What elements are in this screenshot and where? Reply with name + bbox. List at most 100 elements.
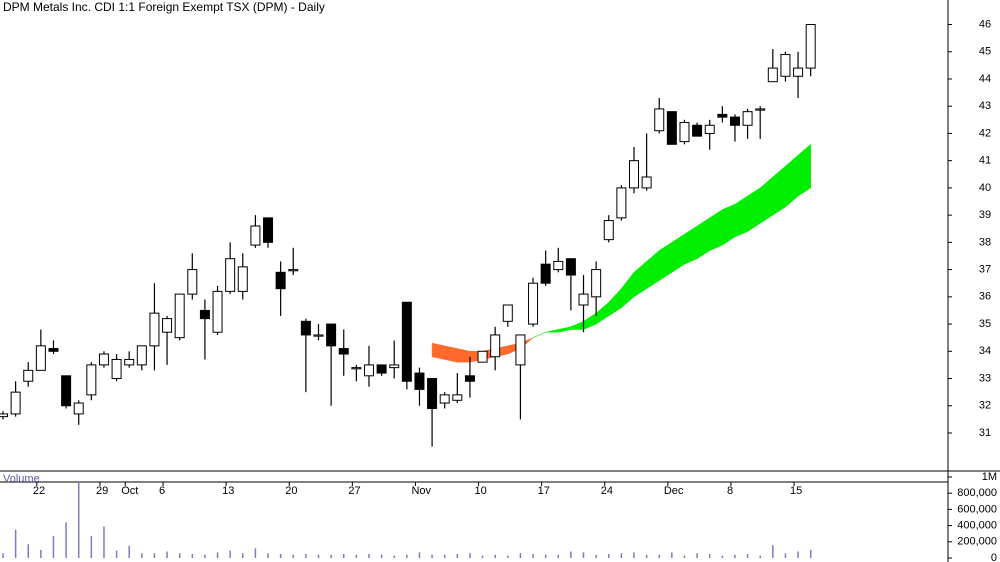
- candle-body: [237, 266, 248, 292]
- volume-label: Volume: [3, 473, 40, 485]
- candle-body: [111, 358, 122, 380]
- candle-body: [212, 290, 223, 333]
- candle-body: [313, 334, 324, 337]
- candle-body: [401, 301, 412, 382]
- candle-body: [452, 394, 463, 401]
- candle-body: [414, 372, 425, 390]
- x-tick-label: 6: [159, 485, 165, 497]
- y-tick-label: 31: [979, 427, 991, 439]
- candle-body: [162, 318, 173, 333]
- candle-body: [73, 402, 84, 415]
- candle-body: [502, 304, 513, 322]
- candle-body: [389, 364, 400, 369]
- y-tick-label: 34: [979, 345, 991, 357]
- candle-body: [263, 217, 274, 243]
- candle-body: [717, 113, 728, 118]
- candle-body: [591, 269, 602, 298]
- volume-tick-label: 600,000: [957, 503, 997, 515]
- candle-body: [439, 394, 450, 404]
- y-tick-label: 33: [979, 372, 991, 384]
- candle-body: [10, 391, 21, 415]
- candle-body: [641, 176, 652, 189]
- x-tick-label: 17: [538, 485, 550, 497]
- candle-body: [174, 293, 185, 339]
- candle-body: [48, 348, 59, 352]
- candle-body: [288, 269, 299, 272]
- candle-body: [124, 358, 135, 366]
- candle-body: [149, 312, 160, 347]
- candle-body: [0, 413, 8, 418]
- candle-body: [666, 111, 677, 145]
- x-tick-label: 20: [285, 485, 297, 497]
- x-tick-label: Nov: [411, 485, 431, 497]
- x-tick-label: 29: [96, 485, 108, 497]
- candle-body: [250, 225, 261, 246]
- candle-body: [528, 282, 539, 325]
- y-tick-label: 37: [979, 263, 991, 275]
- candle-body: [767, 67, 778, 83]
- y-tick-label: 46: [979, 18, 991, 30]
- candle-body: [565, 258, 576, 276]
- candle-body: [603, 220, 614, 241]
- candle-body: [704, 124, 715, 134]
- candle-body: [351, 367, 362, 370]
- cloud-segment: [797, 143, 811, 197]
- candle-body: [136, 345, 147, 366]
- x-tick-label: 24: [601, 485, 613, 497]
- candle-body: [654, 108, 665, 132]
- candle-body: [61, 375, 72, 407]
- candle-body: [540, 263, 551, 284]
- x-tick-label: 8: [727, 485, 733, 497]
- y-tick-label: 35: [979, 318, 991, 330]
- x-tick-label: 10: [475, 485, 487, 497]
- candle-body: [23, 369, 34, 382]
- candle-body: [515, 334, 526, 366]
- y-tick-label: 42: [979, 127, 991, 139]
- candle-body: [477, 350, 488, 363]
- candle-body: [692, 124, 703, 137]
- y-tick-label: 36: [979, 291, 991, 303]
- candle-body: [338, 348, 349, 355]
- candle-body: [793, 67, 804, 77]
- candle-body: [729, 116, 740, 126]
- candle-body: [98, 353, 109, 366]
- candle-body: [490, 334, 501, 358]
- candle-body: [629, 160, 639, 189]
- x-tick-label: Oct: [121, 485, 138, 497]
- cloud-segment: [431, 342, 445, 360]
- y-tick-label: 43: [979, 100, 991, 112]
- candle-body: [35, 345, 46, 371]
- chart-title: DPM Metals Inc. CDI 1:1 Foreign Exempt T…: [3, 0, 325, 14]
- x-tick-label: Dec: [664, 485, 684, 497]
- candle-body: [275, 271, 286, 290]
- y-tick-label: 39: [979, 209, 991, 221]
- y-tick-label: 38: [979, 236, 991, 248]
- candle-body: [805, 24, 816, 69]
- candle-body: [363, 364, 374, 377]
- x-tick-label: 22: [33, 485, 45, 497]
- candle-body: [578, 293, 589, 306]
- candle-body: [679, 122, 690, 143]
- candle-body: [225, 258, 236, 292]
- candle-body: [86, 364, 97, 396]
- candle-body: [187, 269, 198, 295]
- x-tick-label: 27: [348, 485, 360, 497]
- cloud-segment: [444, 345, 458, 363]
- y-tick-label: 45: [979, 46, 991, 58]
- x-tick-label: 13: [222, 485, 234, 497]
- y-tick-label: 32: [979, 400, 991, 412]
- candle-body: [376, 364, 387, 374]
- candle-body: [742, 111, 753, 126]
- candle-body: [326, 323, 337, 347]
- volume-tick-label: 200,000: [957, 536, 997, 548]
- x-tick-label: 15: [790, 485, 802, 497]
- candle-body: [300, 320, 311, 336]
- candle-body: [553, 260, 564, 271]
- candle-body: [780, 53, 791, 77]
- y-tick-label: 44: [979, 73, 991, 85]
- volume-tick-label: 1M: [982, 471, 997, 483]
- volume-tick-label: 800,000: [957, 487, 997, 499]
- candle-body: [199, 309, 210, 320]
